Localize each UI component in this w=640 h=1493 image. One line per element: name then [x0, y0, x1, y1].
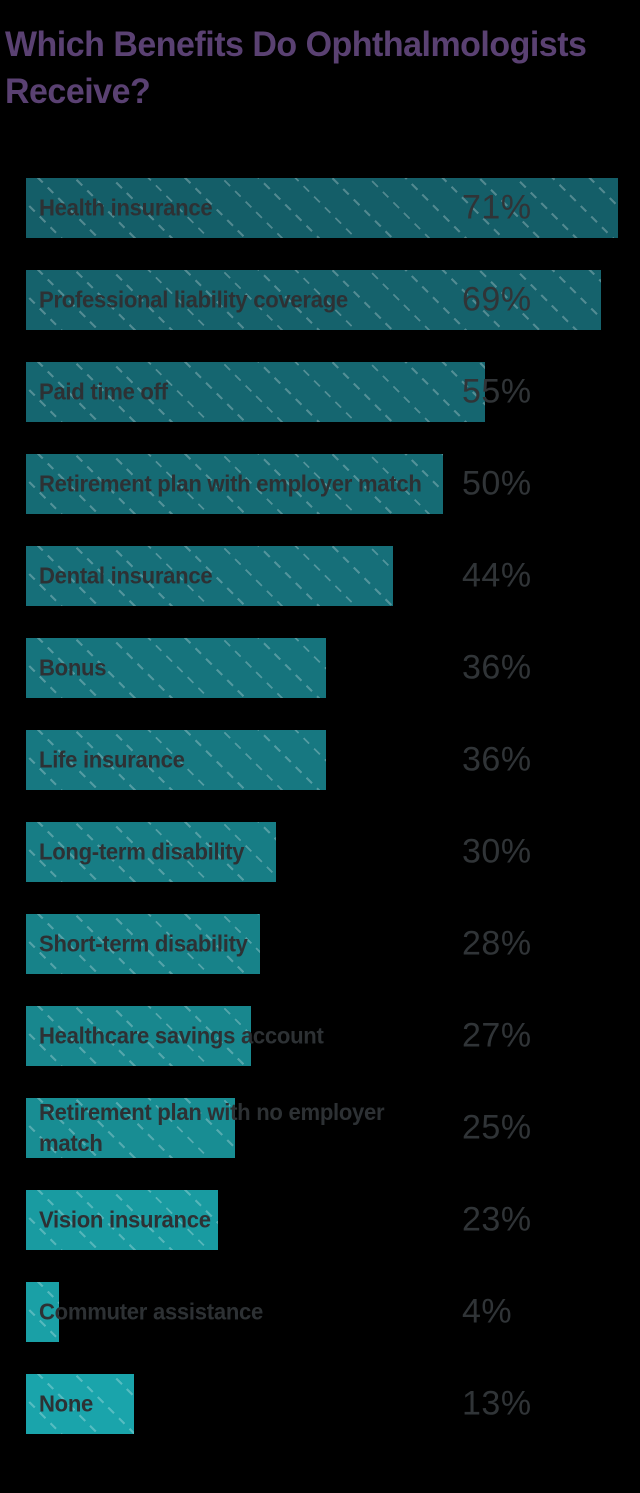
chart-row: None 13% [26, 1374, 640, 1434]
bar-label: Short-term disability [39, 930, 248, 957]
chart-row: Paid time off 55% [26, 362, 640, 422]
bar-value: 30% [462, 832, 532, 871]
bar-label: None [39, 1390, 94, 1417]
chart-bar [26, 730, 326, 790]
chart-bar [26, 178, 618, 238]
bar-value: 36% [462, 648, 532, 687]
chart-row: Health insurance 71% [26, 178, 640, 238]
chart-row: Retirement plan with no employer match 2… [26, 1098, 640, 1158]
bar-value: 44% [462, 556, 532, 595]
chart-bar [26, 822, 276, 882]
bar-label: Retirement plan with employer match [39, 470, 422, 497]
bar-label: Dental insurance [39, 562, 213, 589]
chart-bar [26, 1374, 134, 1434]
chart-bar [26, 1282, 59, 1342]
chart-bar [26, 546, 393, 606]
bar-value: 4% [462, 1292, 513, 1331]
bar-label: Commuter assistance [39, 1298, 264, 1325]
bar-label: Professional liability coverage [39, 286, 348, 313]
chart-row: Bonus 36% [26, 638, 640, 698]
bar-value: 13% [462, 1384, 532, 1423]
bar-chart: Health insurance 71% Professional liabil… [26, 178, 640, 1434]
chart-bar [26, 638, 326, 698]
bar-label: Health insurance [39, 194, 213, 221]
bar-label: Bonus [39, 654, 107, 681]
chart-bar [26, 1006, 251, 1066]
bar-value: 25% [462, 1108, 532, 1147]
bar-label: Vision insurance [39, 1206, 211, 1233]
chart-row: Retirement plan with employer match 50% [26, 454, 640, 514]
chart-bar [26, 454, 443, 514]
chart-row: Healthcare savings account 27% [26, 1006, 640, 1066]
chart-row: Short-term disability 28% [26, 914, 640, 974]
bar-label: Long-term disability [39, 838, 245, 865]
chart-row: Professional liability coverage 69% [26, 270, 640, 330]
bar-value: 27% [462, 1016, 532, 1055]
chart-row: Life insurance 36% [26, 730, 640, 790]
bar-label: Paid time off [39, 378, 168, 405]
chart-row: Commuter assistance 4% [26, 1282, 640, 1342]
bar-label: Retirement plan with no employer match [39, 1099, 385, 1156]
chart-bar [26, 270, 601, 330]
bar-value: 50% [462, 464, 532, 503]
chart-row: Dental insurance 44% [26, 546, 640, 606]
chart-row: Long-term disability 30% [26, 822, 640, 882]
chart-row: Vision insurance 23% [26, 1190, 640, 1250]
chart-bar [26, 362, 485, 422]
chart-bar [26, 914, 260, 974]
bar-label: Healthcare savings account [39, 1022, 324, 1049]
bar-value: 28% [462, 924, 532, 963]
chart-bar [26, 1190, 218, 1250]
bar-value: 36% [462, 740, 532, 779]
bar-value: 71% [462, 188, 532, 227]
chart-title: Which Benefits Do Ophthalmologists Recei… [5, 25, 587, 111]
chart-bar [26, 1098, 235, 1158]
bar-value: 69% [462, 280, 532, 319]
bar-label: Life insurance [39, 746, 185, 773]
bar-value: 23% [462, 1200, 532, 1239]
bar-value: 55% [462, 372, 532, 411]
